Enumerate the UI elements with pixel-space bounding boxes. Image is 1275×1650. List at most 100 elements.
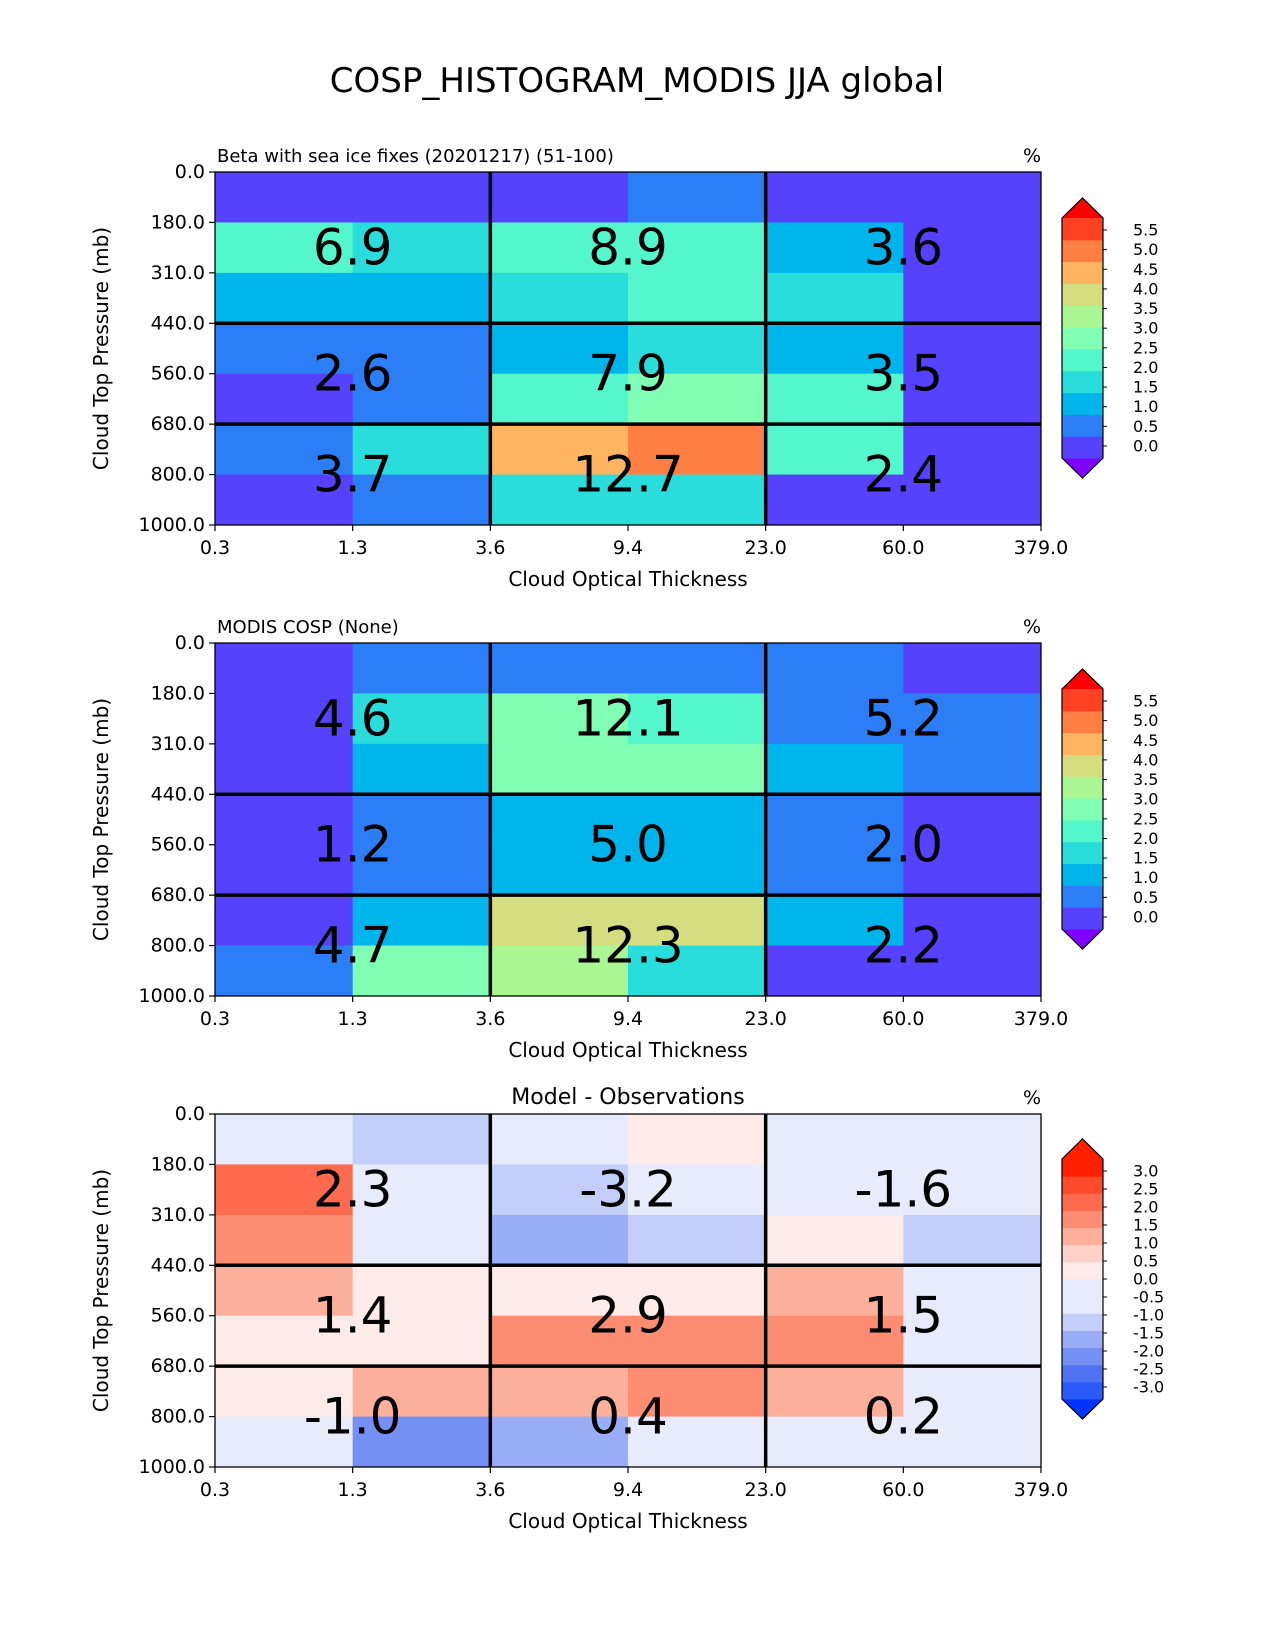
y-tick-label: 0.0 [175, 1103, 205, 1125]
heatmap-cell [215, 222, 354, 274]
heatmap-cell [765, 222, 904, 274]
colorbar-tick-label: 5.0 [1133, 240, 1158, 259]
heatmap-cell [352, 323, 491, 375]
x-tick-label: 60.0 [882, 1479, 924, 1501]
x-tick-label: 9.4 [613, 537, 643, 559]
colorbar-segment [1062, 261, 1103, 284]
colorbar-segment [1062, 1159, 1103, 1177]
heatmap-cell [903, 743, 1042, 795]
heatmap-cell [215, 945, 354, 997]
heatmap-cell [765, 1366, 904, 1418]
y-tick-label: 0.0 [175, 632, 205, 654]
y-axis-label: Cloud Top Pressure (mb) [89, 698, 113, 941]
heatmap-cell [215, 693, 354, 745]
heatmap-cell [352, 373, 491, 425]
heatmap-cell [765, 424, 904, 476]
heatmap-cell [215, 1416, 354, 1468]
colorbar-tick-label: 0.0 [1133, 1270, 1158, 1289]
x-axis-label: Cloud Optical Thickness [508, 567, 747, 591]
heatmap-cell [765, 794, 904, 846]
heatmap-cell [903, 693, 1042, 745]
heatmap-cell [490, 323, 629, 375]
colorbar-segment [1062, 327, 1103, 350]
heatmap-cell [903, 1164, 1042, 1216]
x-tick-label: 60.0 [882, 537, 924, 559]
colorbar-tick-label: 0.0 [1133, 908, 1158, 927]
x-tick-label: 1.3 [338, 1479, 368, 1501]
heatmap-cell [352, 272, 491, 324]
block-sum-label: 3.6 [864, 219, 944, 277]
colorbar-segment [1062, 370, 1103, 394]
colorbar-segment [1062, 1227, 1103, 1246]
y-tick-label: 560.0 [151, 834, 205, 856]
heatmap-cell [215, 1265, 354, 1317]
block-sum-label: 5.0 [588, 816, 668, 874]
heatmap-cell [490, 1164, 629, 1216]
heatmap-cell [628, 1114, 767, 1165]
colorbar-extend-max [1062, 669, 1103, 689]
colorbar-tick-label: 2.5 [1133, 1180, 1158, 1199]
panel-title: MODIS COSP (None) [217, 617, 399, 638]
heatmap-cell [215, 1315, 354, 1367]
units-label: % [1023, 616, 1041, 638]
block-sum-label: 3.5 [864, 345, 944, 403]
heatmap-cell [215, 844, 354, 896]
colorbar-segment [1062, 819, 1103, 843]
colorbar-tick-label: 0.5 [1133, 1252, 1158, 1271]
colorbar-tick-label: 3.0 [1133, 1162, 1158, 1181]
x-tick-label: 23.0 [745, 537, 787, 559]
panels: 6.9 8.9 3.6 2.6 7.9 3.5 3.7 12.7 2.4 0.3 1.3 3.6 9.4… [89, 145, 1164, 1533]
block-sum-label: 12.1 [572, 690, 683, 748]
colorbar-tick-label: 3.5 [1133, 770, 1158, 789]
y-tick-label: 180.0 [151, 211, 205, 233]
heatmap-cell [352, 1416, 491, 1468]
colorbar-segment [1062, 907, 1103, 930]
colorbar-segment [1062, 1261, 1103, 1280]
x-tick-label: 9.4 [613, 1479, 643, 1501]
heatmap-cell [903, 1416, 1042, 1468]
heatmap-cell [352, 1366, 491, 1418]
heatmap-cell [903, 643, 1042, 694]
heatmap-cell [215, 272, 354, 324]
block-sum-label: 2.2 [864, 917, 944, 975]
colorbar-segment [1062, 283, 1103, 306]
heatmap-cell [903, 222, 1042, 274]
colorbar-outline [1061, 197, 1104, 479]
colorbar-tick-label: 0.5 [1133, 417, 1158, 436]
heatmap-cell [765, 272, 904, 324]
colorbar-segment [1062, 1210, 1103, 1229]
y-tick-label: 310.0 [151, 262, 205, 284]
colorbar-tick-label: 3.5 [1133, 299, 1158, 318]
colorbar-tick-label: 2.0 [1133, 829, 1158, 848]
y-tick-label: 1000.0 [139, 514, 205, 536]
colorbar-segment [1062, 863, 1103, 886]
colorbar-extend-min [1062, 929, 1103, 949]
heatmap-cell [352, 222, 491, 274]
heatmap-cell [490, 1214, 629, 1266]
y-tick-label: 440.0 [151, 312, 205, 334]
y-axis-label: Cloud Top Pressure (mb) [89, 1169, 113, 1412]
heatmap-cell [215, 172, 354, 223]
heatmap-cell [215, 1164, 354, 1216]
colorbar-segment [1062, 1364, 1103, 1383]
colorbar-segment [1062, 689, 1103, 712]
panel-title: Model - Observations [511, 1085, 744, 1110]
heatmap-cell [490, 1416, 629, 1468]
x-tick-label: 9.4 [613, 1008, 643, 1030]
colorbar-tick-label: 2.0 [1133, 1198, 1158, 1217]
heatmap-cell [903, 323, 1042, 375]
colorbar: 3.02.52.01.51.00.50.0-0.5-1.0-1.5-2.0-2.… [1061, 1138, 1164, 1420]
block-sum-label: 2.6 [313, 345, 393, 403]
colorbar-tick-label: -2.0 [1133, 1342, 1164, 1361]
block-sum-label: 6.9 [313, 219, 393, 277]
colorbar-tick-label: 1.0 [1133, 397, 1158, 416]
heatmap-cell [628, 1164, 767, 1216]
heatmap-cell [215, 1214, 354, 1266]
heatmap-cell [352, 643, 491, 694]
block-sum-label: 1.2 [313, 816, 393, 874]
block-sum-label: 12.7 [572, 446, 683, 504]
figure-title: COSP_HISTOGRAM_MODIS JJA global [330, 61, 944, 101]
heatmap-cell [490, 1265, 629, 1317]
colorbar-tick-label: 4.5 [1133, 731, 1158, 750]
